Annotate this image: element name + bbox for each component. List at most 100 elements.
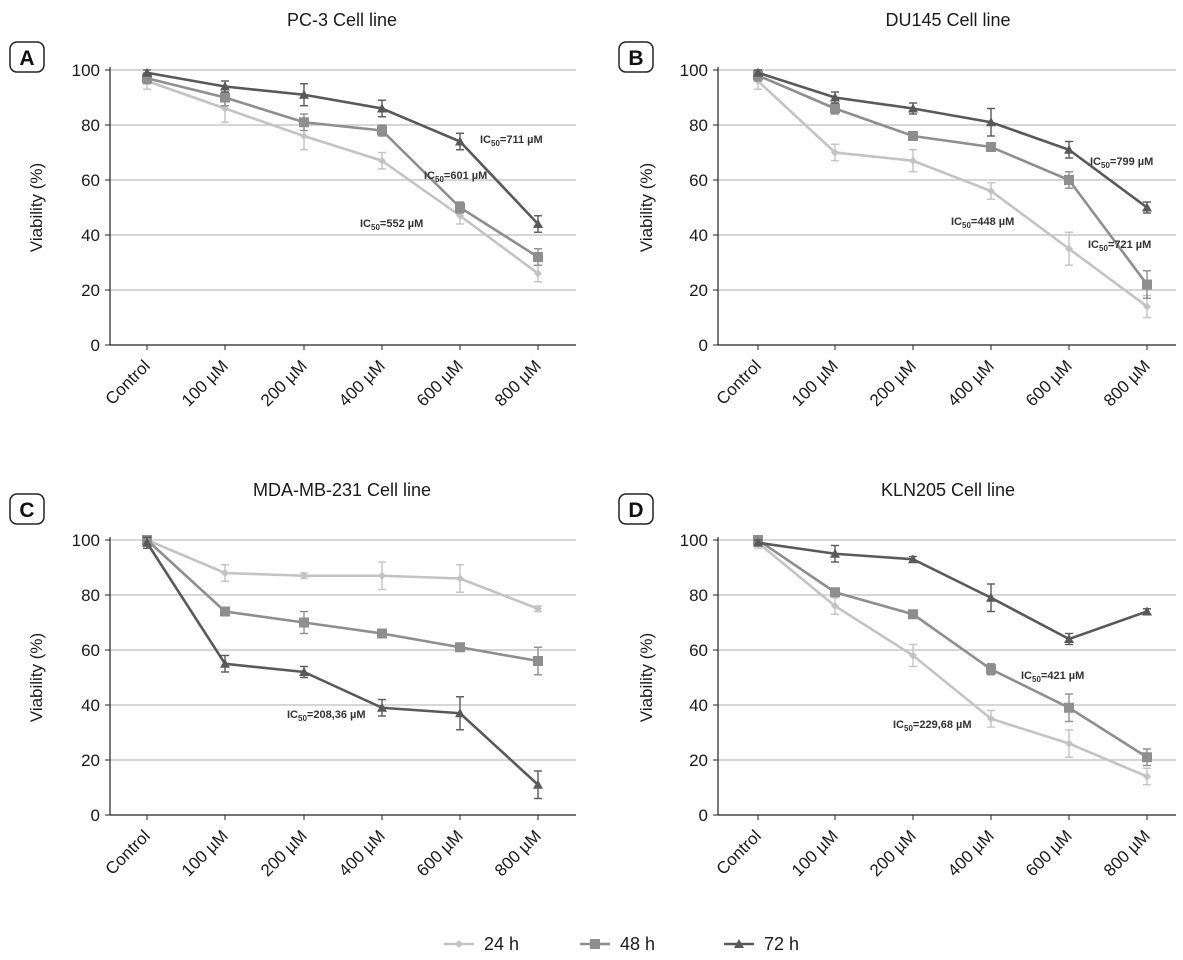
data-point [220,658,230,668]
chart-panel-b: DU145 Cell line B 0 20 40 60 80 100 Viability (%… [618,10,1176,410]
panel-letter: B [628,47,643,70]
panel-letter: A [19,47,34,70]
y-tick-label: 40 [81,226,100,245]
data-point [142,537,152,547]
ic50-annotation: IC50=552 µM [360,218,423,232]
data-point [908,103,918,113]
y-tick-label: 100 [680,61,708,80]
data-point [378,571,386,580]
x-tick-label: 100 µM [788,356,842,410]
y-tick-label: 40 [689,226,708,245]
chart-title: KLN205 Cell line [881,480,1015,500]
data-point [299,89,309,99]
data-point [1142,752,1152,763]
y-tick-label: 40 [81,696,100,715]
data-point [220,81,230,91]
x-tick-label: 600 µM [413,356,467,410]
x-tick-label: 400 µM [335,356,389,410]
series-line [146,71,539,225]
x-tick-label: 800 µM [491,356,545,410]
data-point [377,103,387,113]
data-point [221,569,229,577]
legend-item: 24 h [444,934,519,954]
data-point [300,571,308,580]
ic50-annotation: IC50=601 µM [424,170,487,184]
data-point [830,587,840,598]
series-line [757,538,1148,759]
panel-letter-badge [9,493,45,525]
series-line [146,79,539,275]
x-tick-label: 200 µM [257,356,311,410]
ic50-annotation: IC50=711 µM [480,134,543,148]
x-tick-label: 600 µM [1022,826,1076,880]
legend-label: 72 h [764,934,799,954]
legend-marker [455,940,463,948]
data-point [142,73,152,84]
series-line [146,538,539,610]
chart-panel-c: MDA-MB-231 Cell line C 0 20 40 60 80 100 Viabili… [9,480,576,880]
ic50-annotation: IC50=229,68 µM [893,719,972,733]
y-tick-label: 80 [689,116,708,135]
legend-label: 24 h [484,934,519,954]
ic50-annotation: IC50=799 µM [1090,156,1153,170]
data-point [908,131,918,141]
series-line [146,539,539,663]
y-tick-label: 20 [689,751,708,770]
x-tick-label: 800 µM [491,826,545,880]
data-point [753,537,763,547]
x-tick-label: Control [713,356,765,408]
data-point [830,548,840,558]
x-tick-label: 800 µM [1100,356,1154,410]
y-tick-label: 60 [689,171,708,190]
data-point [1143,772,1151,781]
data-point [378,156,386,165]
x-tick-label: 200 µM [866,826,920,880]
legend-label: 48 h [620,934,655,954]
y-tick-label: 60 [81,641,100,660]
x-tick-label: 400 µM [944,826,998,880]
data-point [534,604,542,613]
y-tick-label: 20 [81,281,100,300]
y-tick-label: 0 [699,336,708,355]
y-tick-label: 80 [81,116,100,135]
panel-letter: C [19,499,34,522]
data-point [1142,279,1152,290]
series-line [757,71,1148,209]
panel-letter-badge [618,41,654,73]
y-axis-label: Viability (%) [637,633,656,722]
data-point [377,125,387,136]
chart-panel-a: PC-3 Cell line A 0 20 40 60 80 100 Viability (%)… [9,10,576,410]
chart-title: DU145 Cell line [885,10,1010,30]
data-point [1142,202,1152,212]
x-tick-label: 400 µM [335,826,389,880]
data-point [142,67,152,77]
data-point [533,252,543,262]
ic50-annotation: IC50=208,36 µM [287,709,366,723]
x-tick-label: 600 µM [413,826,467,880]
data-point [1065,244,1073,253]
y-tick-label: 100 [72,61,100,80]
x-tick-label: Control [713,826,765,878]
x-tick-label: 100 µM [178,826,232,880]
series-48h [142,535,543,676]
y-tick-label: 40 [689,696,708,715]
data-point [1064,175,1074,185]
data-point [986,117,996,127]
x-tick-label: 600 µM [1022,356,1076,410]
y-tick-label: 20 [81,751,100,770]
data-point [987,714,995,723]
y-tick-label: 100 [72,531,100,550]
legend-marker [590,939,600,949]
y-tick-label: 80 [81,586,100,605]
data-point [1142,606,1152,616]
panel-letter-badge [618,493,654,525]
y-tick-label: 20 [689,281,708,300]
y-tick-label: 0 [91,806,100,825]
x-tick-label: 800 µM [1100,826,1154,880]
data-point [533,656,543,666]
series-24h [143,536,542,613]
series-line [146,76,539,259]
data-point [1065,739,1073,748]
data-point [299,667,309,676]
data-point [455,202,465,213]
